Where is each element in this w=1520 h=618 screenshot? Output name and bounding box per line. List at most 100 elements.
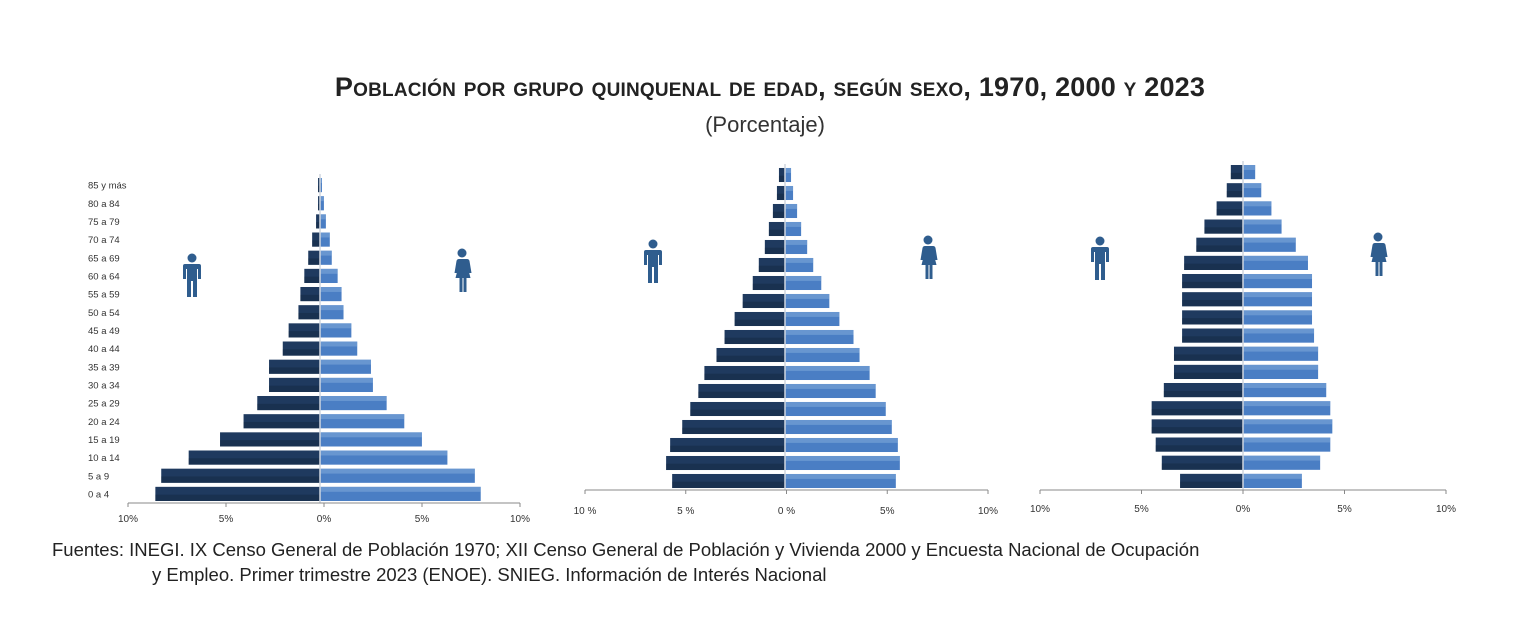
bar-female [1243,237,1296,252]
bar-male-shade [716,355,785,363]
x-tick-label: 10 % [574,506,597,517]
bar-male-shade [1151,427,1243,434]
bar-male-shade [269,367,320,374]
bar-female-shine [1243,255,1308,261]
bar-male [1184,255,1243,271]
bar-male-shade [1151,408,1243,416]
bar-male-shade [1196,245,1243,252]
age-group-label: 30 a 34 [88,380,120,391]
bar-male-shade [1161,463,1243,470]
bar-male-shade [1216,209,1243,216]
bar-male-shade [257,403,320,411]
x-tick-label: 10% [1436,504,1456,515]
x-tick-label: 0% [1236,504,1251,515]
bar-female-shine [1243,346,1319,352]
age-group-label: 45 a 49 [88,326,120,337]
population-pyramids: 0 a 4 5 a 9 10 a 14 15 a 19 20 a 24 25 a 29 30… [88,161,1456,525]
bar-female [320,414,405,429]
bar-male-shade [155,494,320,502]
bar-female-shine [785,383,876,389]
age-group-label: 0 a 4 [88,489,109,500]
bar-male [672,473,785,489]
bar-female-shine [1243,237,1296,243]
bar-female-shine [785,437,898,443]
bar-male [776,185,785,201]
bar-female-shine [1243,164,1256,170]
bar-male [768,221,785,237]
bar-female-shine [1243,437,1331,443]
x-tick-label: 5% [1337,504,1352,515]
bar-male-shade [764,247,785,255]
bar-female [1243,201,1272,216]
bar-male [670,437,785,453]
bar-male [698,383,785,399]
bar-female [785,257,814,273]
bar-male [282,341,320,356]
bar-female [320,377,373,393]
bar-female-shine [1243,382,1327,388]
bar-male-shade [1184,263,1243,271]
age-group-label: 25 a 29 [88,399,120,410]
bar-female-shine [1243,328,1315,334]
age-group-label: 15 a 19 [88,435,120,446]
bar-male-shade [288,331,320,338]
bar-male [764,239,785,255]
bar-male [682,419,785,435]
bar-male [318,177,320,193]
bar-female-shine [1243,219,1282,225]
bar-female [320,395,387,411]
bar-female-shine [1243,201,1272,207]
x-tick-label: 10% [978,506,998,517]
bar-female [785,203,798,219]
bar-female-shine [320,377,373,383]
bar-female-shine [785,257,814,263]
bar-female [785,167,792,183]
bar-male-shade [312,240,320,247]
bar-female-shine [320,486,481,492]
bar-female [320,486,481,502]
bar-female [785,455,900,471]
bar-female-shine [1243,273,1313,279]
bar-male-shade [666,463,785,471]
bar-female [785,401,886,417]
age-group-label: 35 a 39 [88,362,120,373]
bar-female-shine [320,214,326,220]
bar-male [161,468,320,483]
bar-female [1243,292,1313,307]
bar-male-shade [220,440,320,447]
bar-female [320,468,475,483]
source-line-2: y Empleo. Primer trimestre 2023 (ENOE). … [152,564,827,585]
age-group-label: 20 a 24 [88,417,120,428]
age-group-label: 85 y más [88,181,127,192]
bar-male-shade [1155,445,1243,452]
bar-male [704,365,785,381]
bar-female [785,473,896,489]
bar-female [320,250,332,265]
bar-male-shade [704,373,785,381]
bar-female-shine [320,341,358,347]
bar-female-shine [785,275,822,281]
bar-male [1196,237,1243,252]
bar-male-shade [752,283,785,291]
bar-female [320,450,448,465]
bar-female-shine [785,365,870,371]
bar-male-shade [188,458,320,465]
bar-female [785,275,822,291]
bar-female [785,419,892,435]
x-tick-label: 0% [317,514,332,525]
bar-male [298,305,320,320]
bar-female-shine [1243,310,1313,316]
bar-female-shine [1243,292,1313,298]
bar-male-shade [672,481,785,489]
bar-female-shine [785,239,808,245]
chart-title: Población por grupo quinquenal de edad, … [334,72,1206,102]
bar-male [308,250,320,265]
bar-female [320,305,344,320]
bar-male [155,486,320,502]
bar-female-shine [785,329,854,335]
bar-male [257,395,320,411]
bar-male-shade [698,391,785,399]
bar-female-shine [320,286,342,292]
bar-male-shade [1230,172,1243,180]
bar-female [785,329,854,345]
